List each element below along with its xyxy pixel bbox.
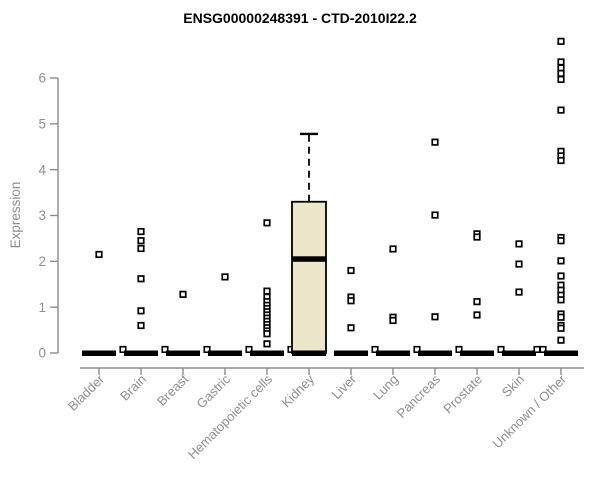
outlier-point: [515, 288, 523, 296]
zero-median-bar: [502, 350, 536, 356]
y-tick-label: 3: [38, 208, 46, 223]
box: [291, 200, 327, 354]
outlier-point: [557, 237, 565, 245]
zero-median-bar: [460, 350, 494, 356]
chart-title: ENSG00000248391 - CTD-2010I22.2: [183, 10, 417, 26]
y-tick-label: 2: [38, 254, 46, 269]
zero-bar-nub: [119, 345, 127, 354]
y-tick-label: 4: [38, 162, 46, 177]
outlier-point: [347, 297, 355, 305]
outlier-point: [557, 69, 565, 78]
y-tick-label: 0: [38, 346, 46, 361]
outlier-point: [389, 245, 397, 253]
outlier-point: [263, 287, 271, 295]
x-tick-label: Unknown / Other: [490, 371, 570, 451]
zero-median-bar: [166, 350, 200, 356]
zero-bar-nub: [455, 345, 463, 354]
outlier-point: [473, 233, 481, 241]
outlier-point: [515, 240, 523, 248]
outlier-point: [557, 324, 565, 332]
x-tick-label: Liver: [329, 371, 360, 402]
y-tick-label: 6: [38, 71, 46, 86]
outlier-point: [137, 237, 145, 245]
outlier-point: [221, 273, 229, 281]
outlier-point: [557, 336, 565, 344]
zero-median-bar: [334, 350, 368, 356]
x-tick-label: Prostate: [440, 372, 485, 417]
outlier-point: [515, 260, 523, 268]
x-tick-label: Lung: [370, 372, 401, 403]
zero-median-bar: [124, 350, 158, 356]
zero-bar-nub: [533, 345, 541, 354]
x-tick-label: Pancreas: [394, 371, 444, 421]
zero-bar-nub: [497, 345, 505, 354]
zero-median-bar: [418, 350, 452, 356]
x-tick-label: Skin: [499, 372, 527, 400]
y-tick-label: 1: [38, 300, 46, 315]
outlier-point: [137, 227, 145, 236]
outlier-point: [179, 290, 187, 298]
outlier-point: [137, 244, 145, 253]
outlier-point: [431, 138, 439, 146]
x-tick-label: Bladder: [65, 371, 108, 414]
zero-median-bar: [82, 350, 116, 356]
outlier-point: [263, 340, 271, 348]
x-tick-label: Gastric: [193, 371, 233, 411]
outlier-point: [557, 37, 565, 45]
outlier-point: [557, 106, 565, 114]
zero-median-bar: [250, 350, 284, 356]
outlier-point: [431, 313, 439, 321]
outlier-point: [473, 311, 481, 319]
box-median: [292, 256, 326, 262]
outlier-point: [263, 219, 271, 227]
outlier-point: [557, 257, 565, 265]
outlier-point: [137, 321, 145, 330]
outlier-point: [431, 211, 439, 219]
outlier-point: [347, 324, 355, 332]
zero-median-bar: [208, 350, 242, 356]
outlier-point: [137, 275, 145, 283]
outlier-point: [263, 330, 271, 338]
outlier-point: [557, 58, 565, 66]
zero-bar-nub: [161, 345, 169, 354]
zero-bar-nub: [371, 345, 379, 354]
outlier-point: [557, 75, 565, 83]
outlier-point: [557, 156, 565, 165]
x-tick-label: Brain: [117, 372, 149, 404]
x-tick-label: Kidney: [278, 371, 317, 410]
outlier-point: [137, 307, 145, 315]
outlier-point: [473, 298, 481, 306]
outlier-point: [95, 250, 103, 259]
zero-bar-nub: [245, 345, 253, 354]
y-axis-title: Expression: [8, 181, 23, 249]
outlier-point: [347, 266, 355, 275]
outlier-point: [557, 272, 565, 280]
x-tick-label: Breast: [154, 371, 191, 408]
outlier-point: [557, 313, 565, 321]
zero-median-bar: [376, 350, 410, 356]
y-tick-label: 5: [38, 117, 46, 132]
zero-bar-nub: [413, 345, 421, 354]
outlier-point: [389, 316, 397, 325]
box-lower-edge: [292, 350, 326, 356]
zero-median-bar: [544, 350, 578, 356]
zero-bar-nub: [203, 345, 211, 354]
outlier-point: [557, 296, 565, 304]
